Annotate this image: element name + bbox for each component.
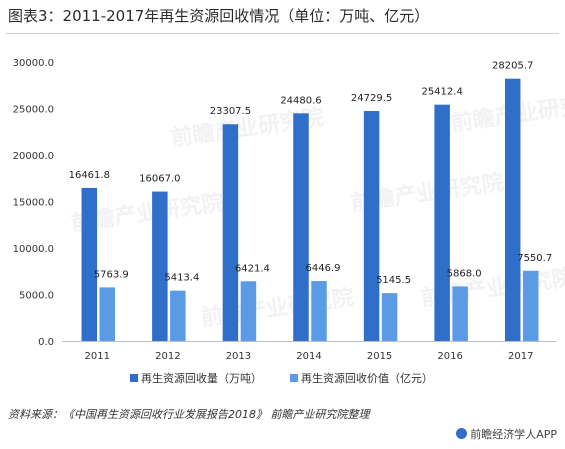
bar-value — [240, 281, 257, 341]
bar-volume — [152, 191, 168, 341]
data-label: 5868.0 — [447, 268, 482, 279]
bar-volume — [293, 113, 309, 342]
title-divider — [6, 33, 559, 34]
x-tick-label: 2014 — [296, 351, 321, 362]
data-label: 25412.4 — [421, 87, 462, 98]
legend-swatch — [130, 374, 138, 382]
data-label: 28205.7 — [492, 61, 533, 72]
bar-volume — [81, 187, 98, 341]
legend-label: 再生资源回收量（万吨） — [141, 371, 262, 385]
y-tick-label: 20000.0 — [13, 151, 54, 162]
bar-volume — [504, 78, 521, 342]
x-tick-label: 2016 — [437, 351, 462, 362]
bar-volume — [363, 111, 380, 341]
brand-credit: 前瞻经济学人APP — [456, 426, 557, 442]
data-label: 24729.5 — [351, 93, 392, 104]
brand-label: 前瞻经济学人APP — [470, 428, 557, 441]
bar-value — [99, 287, 116, 341]
source-note: 资料来源：《中国再生资源回收行业发展报告2018》 前瞻产业研究院整理 — [8, 408, 370, 421]
data-label: 6446.9 — [306, 263, 341, 274]
x-tick-label: 2011 — [85, 351, 110, 362]
bar-value — [170, 290, 186, 341]
bar-value — [311, 281, 327, 341]
x-tick-label: 2012 — [155, 351, 180, 362]
data-label: 16461.8 — [69, 170, 110, 181]
y-tick-label: 15000.0 — [13, 198, 54, 209]
bar-volume — [434, 104, 450, 342]
y-tick-label: 5000.0 — [19, 291, 54, 302]
y-tick-label: 25000.0 — [13, 105, 54, 116]
data-label: 24480.6 — [280, 95, 321, 106]
x-tick-label: 2015 — [367, 351, 392, 362]
logo-circle-icon — [456, 428, 468, 439]
x-tick-label: 2017 — [508, 351, 533, 362]
data-label: 6421.4 — [235, 263, 270, 274]
chart-title: 图表3：2011-2017年再生资源回收情况（单位：万吨、亿元） — [8, 7, 430, 25]
data-label: 7550.7 — [517, 253, 552, 264]
bar-value — [452, 286, 468, 341]
legend-swatch — [290, 374, 298, 382]
data-label: 5413.4 — [164, 273, 199, 284]
data-label: 23307.5 — [210, 106, 251, 117]
y-tick-label: 30000.0 — [13, 58, 54, 69]
bar-volume — [222, 124, 239, 341]
data-label: 5763.9 — [94, 269, 129, 280]
data-label: 5145.5 — [376, 275, 411, 286]
bar-value — [381, 293, 398, 341]
x-tick-label: 2013 — [226, 351, 251, 362]
y-tick-label: 0.0 — [38, 337, 54, 348]
bar-value — [522, 270, 539, 341]
y-tick-label: 10000.0 — [13, 244, 54, 255]
data-label: 16067.0 — [139, 174, 180, 185]
legend-label: 再生资源回收价值（亿元） — [301, 371, 433, 385]
